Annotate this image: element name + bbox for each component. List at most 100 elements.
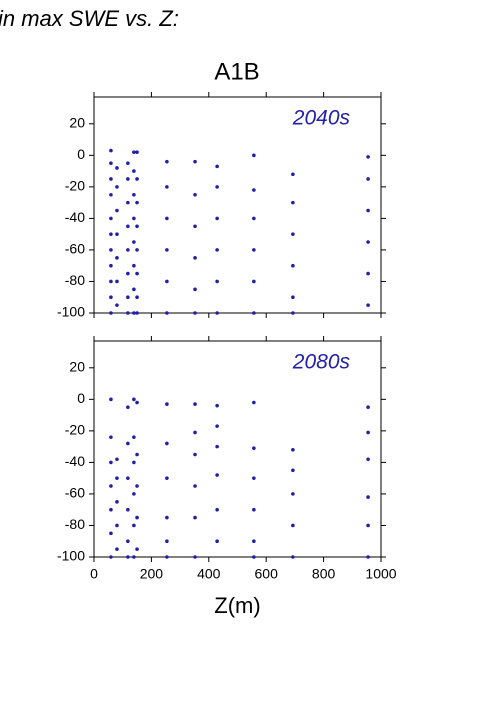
point <box>193 159 197 164</box>
point <box>109 216 113 221</box>
point <box>165 248 169 252</box>
point <box>132 435 136 439</box>
y-tick-label: 20 <box>69 115 85 131</box>
point <box>291 492 295 496</box>
point <box>291 523 295 528</box>
y-tick-label: -40 <box>65 209 85 225</box>
point <box>252 188 256 192</box>
point <box>135 177 139 181</box>
point <box>132 287 136 292</box>
point <box>135 311 139 315</box>
point <box>126 248 130 252</box>
point <box>126 295 130 300</box>
point <box>126 224 130 229</box>
point <box>291 200 295 205</box>
point <box>109 397 113 402</box>
point <box>165 159 169 164</box>
point <box>215 507 219 512</box>
point <box>165 476 169 480</box>
point <box>366 523 370 528</box>
point <box>165 402 169 406</box>
point <box>109 263 113 268</box>
point <box>193 192 197 197</box>
point <box>291 172 295 177</box>
x-tick-label: 0 <box>90 566 98 582</box>
point <box>109 460 113 465</box>
point <box>165 441 169 446</box>
point <box>291 295 295 300</box>
point <box>366 303 370 307</box>
point <box>135 295 139 300</box>
point <box>165 279 169 284</box>
point <box>135 400 139 405</box>
point <box>115 279 119 284</box>
point <box>193 311 197 315</box>
point <box>193 402 197 406</box>
point <box>366 495 370 499</box>
point <box>126 161 130 166</box>
point <box>132 216 136 221</box>
point <box>193 256 197 260</box>
point <box>252 279 256 284</box>
point <box>109 435 113 439</box>
y-tick-label: 20 <box>69 359 85 375</box>
point <box>193 555 197 559</box>
x-tick-label: 200 <box>140 566 164 582</box>
point <box>165 515 169 520</box>
point <box>109 295 113 300</box>
point <box>366 457 370 462</box>
point <box>215 279 219 284</box>
point <box>135 271 139 276</box>
point <box>252 311 256 315</box>
y-tick-label: -40 <box>65 453 85 469</box>
point <box>135 484 139 488</box>
plot-frame <box>93 96 382 314</box>
point <box>132 492 136 496</box>
point <box>215 311 219 315</box>
point <box>135 547 139 551</box>
x-tick-label: 600 <box>255 566 279 582</box>
point <box>366 271 370 276</box>
y-tick-label: 0 <box>77 390 85 406</box>
scenario-title: A1B <box>214 58 259 85</box>
point <box>252 476 256 480</box>
point <box>291 468 295 473</box>
point <box>126 177 130 181</box>
point <box>109 555 113 559</box>
point <box>126 555 130 559</box>
point <box>109 279 113 284</box>
point <box>109 161 113 166</box>
point <box>132 555 136 559</box>
point <box>126 476 130 480</box>
point <box>215 185 219 189</box>
point <box>132 169 136 173</box>
point <box>366 177 370 181</box>
y-tick-label: -80 <box>65 516 85 532</box>
plot-frame <box>93 340 382 558</box>
point <box>109 232 113 236</box>
x-axis-label: Z(m) <box>214 593 260 618</box>
point <box>193 430 197 435</box>
point <box>366 555 370 559</box>
point <box>291 232 295 236</box>
point <box>109 507 113 512</box>
y-tick-label: -100 <box>57 304 85 320</box>
point <box>135 224 139 229</box>
point <box>193 515 197 520</box>
point <box>215 403 219 408</box>
point <box>366 155 370 159</box>
point <box>366 240 370 244</box>
point <box>132 523 136 528</box>
point <box>252 539 256 544</box>
point <box>115 547 119 551</box>
y-tick-label: -20 <box>65 178 85 194</box>
point <box>109 177 113 181</box>
point <box>135 452 139 457</box>
point <box>291 447 295 452</box>
point <box>132 192 136 197</box>
panel-annotation: 2080s <box>292 351 351 374</box>
point <box>109 248 113 252</box>
point <box>366 208 370 213</box>
